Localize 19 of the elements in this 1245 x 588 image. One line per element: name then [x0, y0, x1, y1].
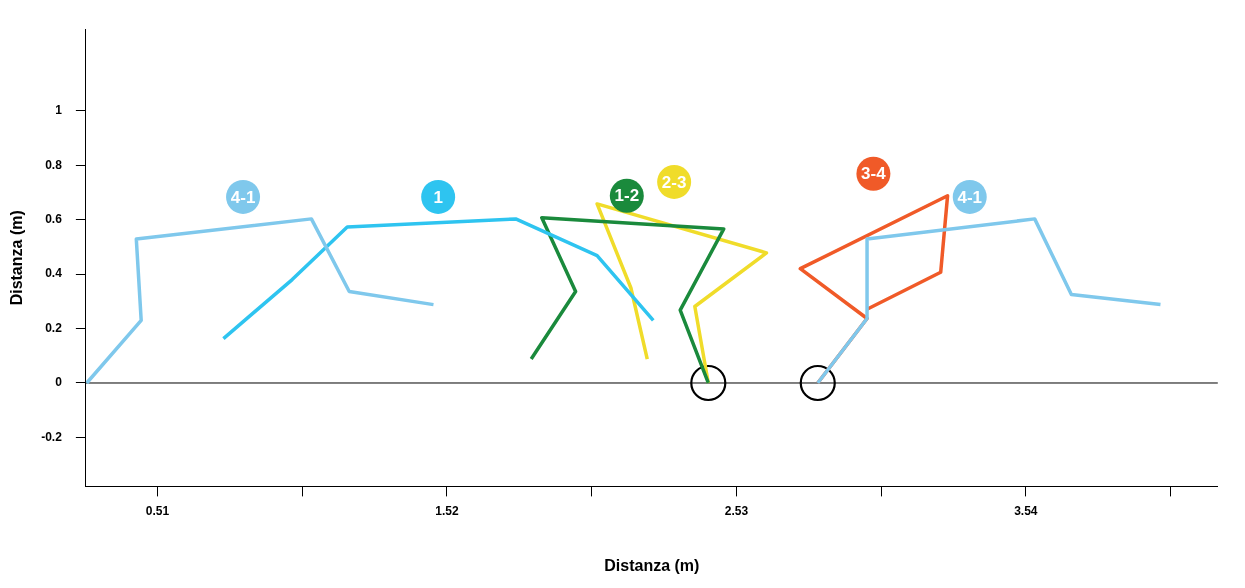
series-label: 1-2	[614, 186, 640, 206]
x-tick-label: 3.54	[1014, 503, 1038, 518]
text: 3-4	[861, 164, 887, 184]
x-axis-title: Distanza (m)	[604, 556, 700, 574]
x-tick-label: 2.53	[724, 503, 749, 518]
series-label: 1	[433, 187, 443, 207]
series-label: 4-1	[957, 187, 983, 207]
series-label: 2-3	[661, 172, 687, 192]
y-tick-label: 0.8	[45, 157, 63, 172]
y-tick-label: 0.2	[45, 320, 63, 335]
y-axis-title: Distanza (m)	[8, 210, 26, 306]
x-tick-label: 0.51	[145, 503, 170, 518]
y-tick-label: -0.2	[41, 429, 63, 444]
y-tick-label: 0.6	[45, 212, 63, 227]
series-label: 4-1	[230, 187, 256, 207]
x-tick-label: 1.52	[435, 503, 459, 518]
y-tick-label: 0	[55, 375, 63, 390]
y-tick-label: 0.4	[45, 266, 63, 281]
y-tick-label: 1	[55, 103, 63, 118]
